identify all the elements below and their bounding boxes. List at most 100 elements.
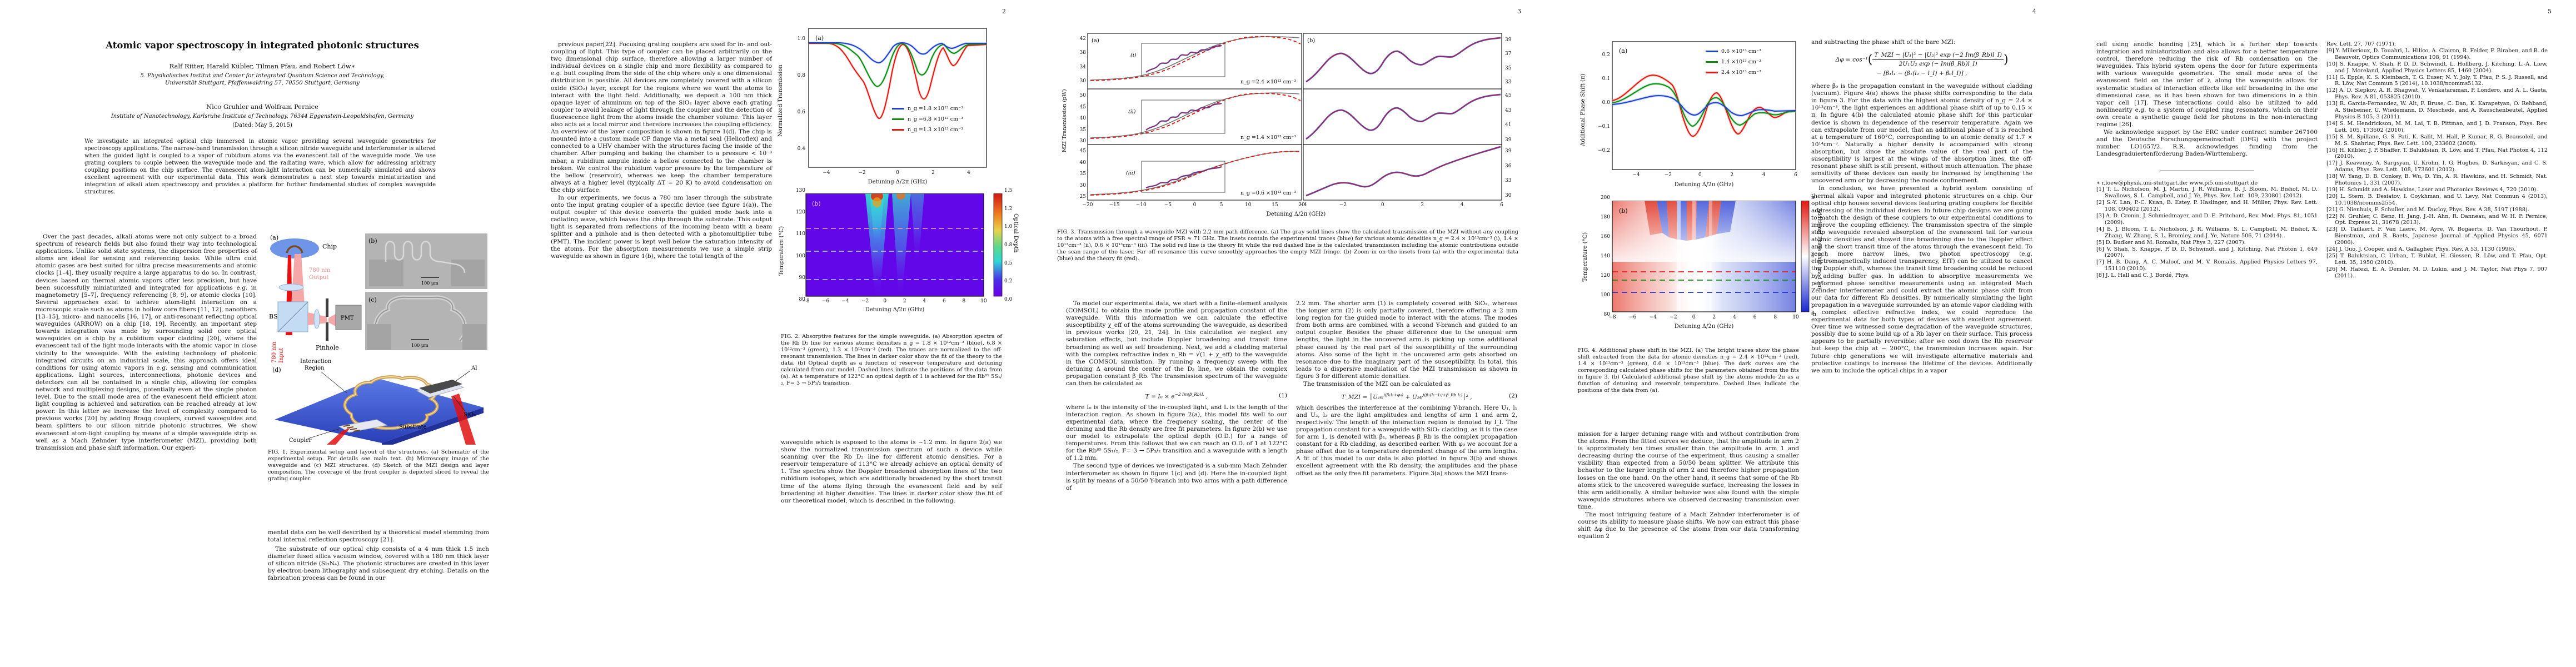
interaction-label-1: Interaction <box>300 359 332 365</box>
equation-3: Δφ = cos⁻¹(T_MZI − |U₁|² − |U₂|² exp (−2… <box>1811 52 2032 77</box>
p4-column-2: and subtracting the phase shift of the b… <box>1811 39 2032 375</box>
body-paragraph: and subtracting the phase shift of the b… <box>1811 39 1956 46</box>
density-2: n_g =1.4 ×10¹³ cm⁻³ <box>1240 135 1296 141</box>
legend-entry: 1.4 ×10¹³ cm⁻³ <box>1721 59 1761 65</box>
figure-3: (a) (b) (i) (ii) (iii) n_g =2.4 ×10¹³ cm… <box>1057 29 1518 223</box>
figure-1-art: (a) PMT Chip 780 nm Output BS 780 n <box>269 233 487 449</box>
input-label-2: Input <box>278 348 285 363</box>
body-paragraph: Over the past decades, alkali atoms were… <box>36 233 257 451</box>
fig3-xlabel: Detuning Δ/2π (GHz) <box>1266 211 1326 217</box>
page-4: 4 (a) 0.2 0.1 0.0 −0.1 −0.2 −4 −2 0 2 4 6 Additio… <box>1546 0 2061 667</box>
equation-2-number: (2) <box>1508 392 1517 400</box>
inset-i: (i) <box>1130 52 1137 58</box>
fig4b-panel-label: (b) <box>1619 207 1628 215</box>
figure-2-caption: FIG. 2. Absorptive features for the simp… <box>781 334 1002 386</box>
fig4a-xlabel: Detuning Δ/2π (GHz) <box>1674 182 1734 188</box>
al-label: Al <box>471 365 477 371</box>
dated-line: (Dated: May 5, 2015) <box>232 122 292 128</box>
fig3-yticks-b1: 39 37 35 33 <box>1505 37 1512 85</box>
fig4b-ylabel: Temperature (°C) <box>1582 232 1588 282</box>
chip-label: Chip <box>322 243 337 250</box>
body-paragraph: The transmission of the MZI can be calcu… <box>1303 381 1451 388</box>
equation-1-number: (1) <box>1278 392 1287 399</box>
p3-column-1: To model our experimental data, we start… <box>1066 300 1287 492</box>
fig2a-xticks: −4 −2 0 2 4 <box>823 170 970 176</box>
affiliation-1b: Universität Stuttgart, Pfaffenwaldring 5… <box>165 80 360 86</box>
fig2a-legend: n_g =1.8 ×10¹² cm⁻³ n_g =6.8 ×10¹² cm⁻³ … <box>892 103 963 135</box>
page-number-3: 3 <box>1517 8 1521 15</box>
legend-entry: n_g =1.8 ×10¹² cm⁻³ <box>908 106 963 112</box>
bs-label: BS <box>269 313 278 320</box>
fig2a-yticks: 1.0 0.8 0.6 0.4 <box>797 36 805 152</box>
reference-entry: [5] D. Budker and M. Romalis, Nat Phys 3… <box>2096 239 2246 246</box>
figure-2a-plot: (a) <box>808 28 987 168</box>
fig1c-label: (c) <box>368 296 377 303</box>
body-paragraph: where β₀ is the propagation constant in … <box>1811 83 2032 185</box>
sio2-pointer <box>453 396 465 411</box>
fig4a-legend: 0.6 ×10¹³ cm⁻³ 1.4 ×10¹³ cm⁻³ 2.4 ×10¹³ … <box>1706 46 1761 78</box>
body-paragraph: The most intriguing feature of a Mach Ze… <box>1578 511 1799 540</box>
affiliation-2: Institute of Nanotechnology, Karlsruhe I… <box>111 113 414 120</box>
figure-4-caption: FIG. 4. Additional phase shift in the MZ… <box>1578 347 1799 394</box>
paper-title: Atomic vapor spectroscopy in integrated … <box>106 40 419 51</box>
fig3-yticks-a2: 50 45 40 35 30 <box>1079 93 1086 144</box>
coupler-label: Coupler <box>289 437 312 444</box>
pad-b-left <box>369 260 403 286</box>
waveguide-meander <box>385 241 466 273</box>
body-paragraph: To model our experimental data, we start… <box>1066 300 1287 387</box>
al-beam <box>451 394 476 445</box>
page-2: 2 previous paper[22]. Focusing grating c… <box>515 0 1030 667</box>
fig3-yticks-a1: 42 38 34 30 <box>1079 36 1086 84</box>
inset-iii: (iii) <box>1126 170 1135 176</box>
inset-ii: (ii) <box>1128 109 1136 115</box>
body-paragraph: In our experiments, we focus a 780 nm la… <box>551 194 772 260</box>
body-paragraph: previous paper[22]. Focusing grating cou… <box>551 41 772 193</box>
pad-c-left <box>367 324 391 350</box>
reference-entry: [18] W. Yang, D. B. Conkey, B. Wu, D. Yi… <box>2326 173 2548 187</box>
pinhole-label: Pinhole <box>316 344 339 351</box>
coupler-beam <box>327 428 350 445</box>
scalebar-b-label: 100 μm <box>421 281 439 286</box>
figure-3-plots: (a) (b) (i) (ii) (iii) n_g =2.4 ×10¹³ cm… <box>1087 33 1502 201</box>
reference-entry: [16] H. Kübler, J. P. Shaffer, T. Balukt… <box>2326 147 2548 160</box>
pinhole-bottom <box>326 322 328 341</box>
reference-entry: [13] R. Garcia-Fernandez, W. Alt, F. Bru… <box>2326 101 2548 120</box>
fig3-yticks-b3: 39 36 33 30 <box>1505 148 1512 198</box>
legend-swatch-blue <box>1706 51 1718 52</box>
pmt-box <box>335 305 362 330</box>
legend-entry: n_g =1.3 ×10¹³ cm⁻³ <box>908 127 963 133</box>
p2-col2-paragraph: waveguide which is exposed to the atoms … <box>781 439 1002 504</box>
reference-entry: [19] H. Schmidt and A. Hawkins, Laser an… <box>2326 186 2538 193</box>
mzi-inner <box>375 296 466 341</box>
figure-4: (a) 0.2 0.1 0.0 −0.1 −0.2 −4 −2 0 2 4 6 Additiona… <box>1573 31 1822 342</box>
fig2b-xlabel: Detuning Δ/2π (GHz) <box>865 307 925 313</box>
legend-swatch-blue <box>892 108 904 109</box>
p3-column-2: 2.2 mm. The shorter arm (1) is completel… <box>1296 300 1517 478</box>
reference-entry: [17] J. Keaveney, A. Sargsyan, U. Krohn,… <box>2326 160 2548 173</box>
reference-entry: [24] J. Guo, J. Cooper, and A. Gallagher… <box>2326 246 2516 253</box>
pinhole-top <box>326 298 328 317</box>
density-3: n_g =0.6 ×10¹³ cm⁻³ <box>1240 190 1296 196</box>
legend-swatch-red <box>1706 72 1718 73</box>
coupler-pointer <box>307 428 341 439</box>
figure-1: (a) PMT Chip 780 nm Output BS 780 n <box>268 231 490 449</box>
fig4b-xticks: −8 −6 −4 −2 0 2 4 6 8 10 <box>1608 315 1799 320</box>
fig4a-yticks: 0.2 0.1 0.0 −0.1 −0.2 <box>1598 52 1610 153</box>
fig3-xticks-a: −20 −15 −10 −5 0 5 10 15 20 <box>1082 202 1305 208</box>
reference-entry: [14] S. M. Hendrickson, M. M. Lai, T. B.… <box>2326 120 2548 133</box>
reference-entry: [20] L. Stern, B. Desiatov, I. Goykhman,… <box>2326 193 2548 206</box>
bs-diagonal <box>277 301 308 332</box>
chip-waveguide <box>286 245 303 253</box>
fig2b-xticks: −8 −6 −4 −2 0 2 4 6 8 10 <box>802 298 987 304</box>
fig3-ylabel: MZI Transmission (pW) <box>1062 89 1068 152</box>
footnote-email: ∗ r.loew@physik.uni-stuttgart.de; www.pi… <box>2096 180 2258 186</box>
reference-entry: Rev. Lett. 27, 707 (1971). <box>2326 41 2396 47</box>
body-paragraph: cell using anodic bonding [25], which is… <box>2096 41 2318 128</box>
p5-column-2: Rev. Lett. 27, 707 (1971). [9] Y. Milleri… <box>2326 41 2548 280</box>
reference-entry: [3] A. D. Cronin, J. Schmiedmayer, and D… <box>2096 213 2318 226</box>
fig2a-ylabel: Normalized Transmission <box>778 64 784 137</box>
output-label-2: Output <box>309 275 329 281</box>
reference-entry: [1] T. L. Nicholson, M. J. Martin, J. R.… <box>2096 186 2318 200</box>
p5-column-1: cell using anodic bonding [25], which is… <box>2096 41 2318 279</box>
equation-3-tail: − [β₁l₁ − (β₁(l₂ − l_I) + β₀l_I)] , <box>1876 70 1967 77</box>
